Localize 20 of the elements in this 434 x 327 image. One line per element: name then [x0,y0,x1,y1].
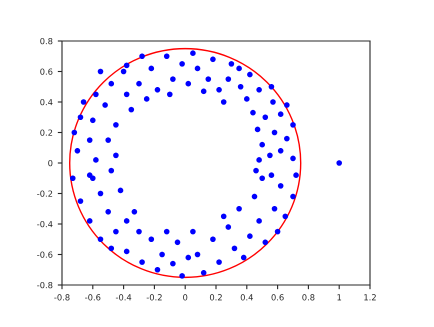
x-tick-label: 0.2 [210,294,222,300]
x-tick-label: -0.4 [116,294,132,300]
x-tick-label: -0.6 [85,294,100,300]
y-tick-label: -0.4 [37,220,53,228]
y-tick-label: 0 [48,160,52,166]
x-tick-label: 0.6 [272,294,284,300]
y-tick-label: -0.6 [37,251,52,258]
y-tick-label: 0.2 [40,129,52,136]
x-tick-label: 0.8 [302,294,314,300]
y-tick-label: 0.8 [40,38,52,44]
y-tick-label: -0.2 [37,190,52,197]
y-tick-label: 0.6 [40,68,52,75]
x-tick-label: -0.2 [146,294,162,300]
y-tick-label: -0.8 [37,282,52,288]
x-tick-label: 1 [337,294,342,300]
x-tick-label: -0.8 [54,294,70,300]
y-tick-label: 0.4 [40,98,53,106]
x-tick-label: 0 [183,294,188,300]
x-tick-label: 0.4 [240,294,253,300]
x-tick-label: 1.2 [364,294,376,300]
